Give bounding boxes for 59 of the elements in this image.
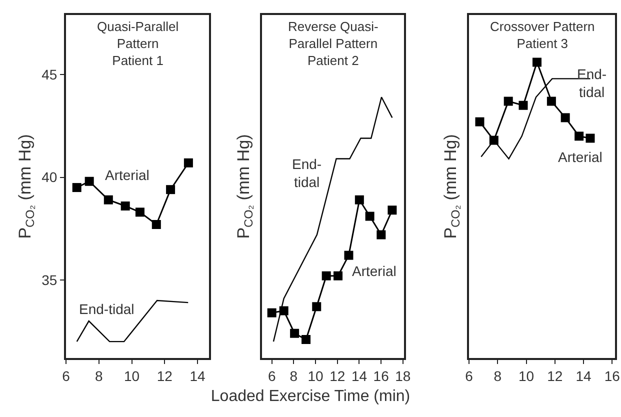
point <box>388 206 397 215</box>
point <box>504 96 513 106</box>
point <box>152 220 161 229</box>
x-tick-label: 16 <box>373 368 390 384</box>
x-tick-label: 10 <box>308 368 324 384</box>
series-label: Arterial <box>105 167 150 183</box>
y-tick-label: 40 <box>42 169 58 186</box>
point <box>518 100 528 110</box>
point <box>120 202 130 211</box>
point <box>166 185 176 194</box>
point <box>267 308 276 318</box>
x-tick-label: 6 <box>62 368 70 384</box>
x-tick-label: 12 <box>547 368 563 384</box>
point <box>365 212 374 221</box>
series-label: Arterial <box>352 263 396 279</box>
x-tick-label: 10 <box>124 368 140 384</box>
point <box>560 113 570 122</box>
point <box>354 195 364 204</box>
point <box>290 328 300 338</box>
point <box>546 96 556 106</box>
x-tick-label: 16 <box>604 368 620 384</box>
point <box>334 271 343 280</box>
x-tick-label: 14 <box>190 368 206 384</box>
point <box>84 176 94 186</box>
series-label: End- tidal <box>292 156 322 190</box>
point <box>72 183 82 192</box>
x-axis-title: Loaded Exercise Time (min) <box>210 388 412 406</box>
point <box>532 58 542 67</box>
x-tick-label: 12 <box>330 368 346 384</box>
x-tick-label: 6 <box>465 368 474 384</box>
point <box>376 230 386 240</box>
point <box>184 158 193 168</box>
series-label: End-tidal <box>79 301 134 317</box>
text: Reverse Quasi- Parallel Pattern Patient 2 <box>288 19 378 68</box>
x-tick-label: 8 <box>94 368 103 384</box>
x-tick-label: 8 <box>290 368 298 384</box>
y-tick-label: 35 <box>42 272 58 288</box>
point <box>574 132 584 141</box>
point <box>135 208 144 217</box>
text: Crossover Pattern Patient 3 <box>490 19 595 51</box>
series-label: Arterial <box>558 149 602 165</box>
point <box>475 117 484 126</box>
x-tick-label: 14 <box>576 368 592 384</box>
point <box>302 335 311 344</box>
series-label: End- tidal <box>577 66 607 100</box>
x-tick-label: 10 <box>518 368 534 384</box>
x-tick-label: 8 <box>494 368 502 384</box>
point <box>586 134 595 143</box>
x-tick-label: 18 <box>395 368 411 384</box>
y-tick-label: 45 <box>42 66 58 82</box>
x-tick-label: 12 <box>156 368 173 384</box>
point <box>104 195 113 204</box>
text: Quasi-Parallel Pattern Patient 1 <box>97 19 179 68</box>
point <box>344 250 354 260</box>
line-series <box>76 300 189 342</box>
x-tick-label: 6 <box>268 368 276 384</box>
x-tick-label: 14 <box>351 368 368 384</box>
point <box>312 302 322 312</box>
point <box>322 271 331 280</box>
